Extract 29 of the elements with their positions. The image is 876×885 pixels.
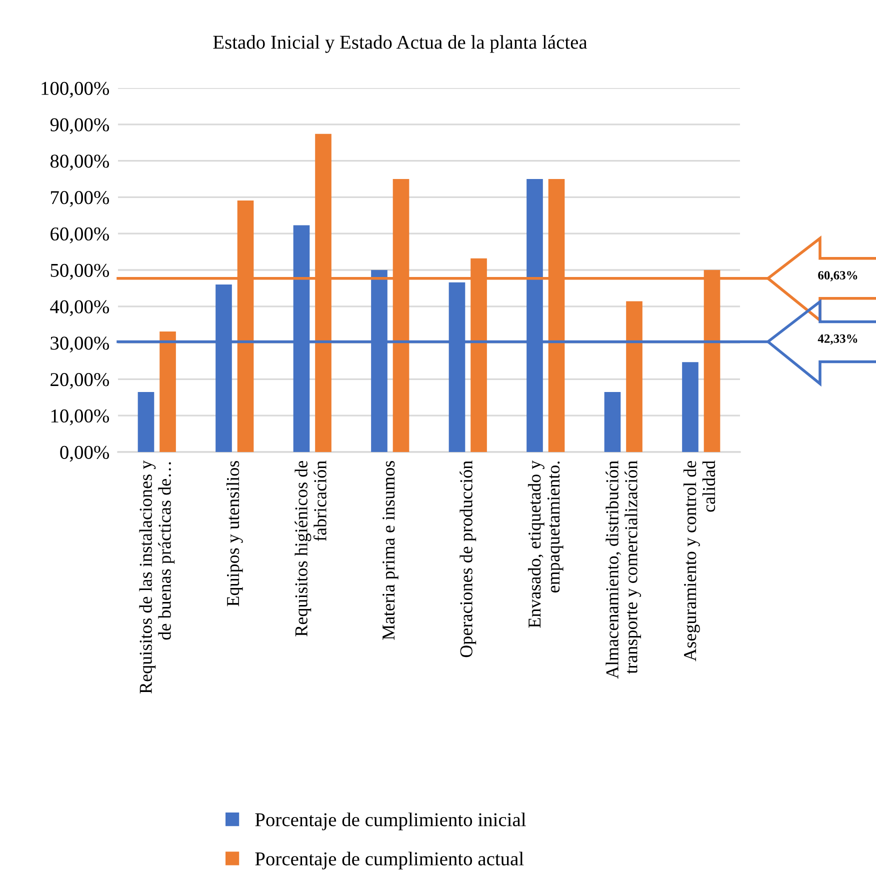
bar [626,301,642,452]
x-tick-label: Requisitos de las instalaciones y de buenas prácticas de… [139,460,175,694]
y-tick-label: 60,00% [50,227,110,244]
y-tick-label: 0,00% [60,446,110,462]
bar [682,362,698,452]
bar [138,392,154,452]
text: 42,33% [818,334,858,345]
y-tick-label: 70,00% [51,191,110,207]
y-tick-label: 90,00% [50,118,110,134]
chart-title: Estado Inicial y Estado Actua de la planta láctea [213,35,588,53]
y-tick-label: 80,00% [50,154,110,171]
x-tick-label: Aseguramiento y control de calidad [683,460,716,662]
x-tick-label: Envasado, etiquetado y empaquetamiento. [528,460,564,628]
y-tick-label: 40,00% [50,300,110,316]
legend-label: Porcentaje de cumplimiento inicial [255,812,526,830]
text: 60,63% [818,271,858,282]
y-tick-label: 50,00% [50,264,110,280]
y-tick-label: 30,00% [50,336,110,353]
y-tick-label: 20,00% [50,373,110,389]
x-tick-label: Requisitos higiénicos de fabricación [294,460,326,636]
legend-label: Porcentaje de cumplimiento actual [255,852,524,870]
x-tick-label: Operaciones de producción [460,460,476,658]
y-tick-label: 10,00% [51,409,110,426]
bar [160,332,176,452]
bar [604,392,621,452]
x-tick-label: Materia prima e insumos [382,460,398,640]
x-tick-label: Equipos y utensilios [226,460,243,606]
x-tick-label: Almacenamiento, distribución transporte y comercialización [606,460,642,679]
y-tick-label: 100,00% [42,82,110,98]
